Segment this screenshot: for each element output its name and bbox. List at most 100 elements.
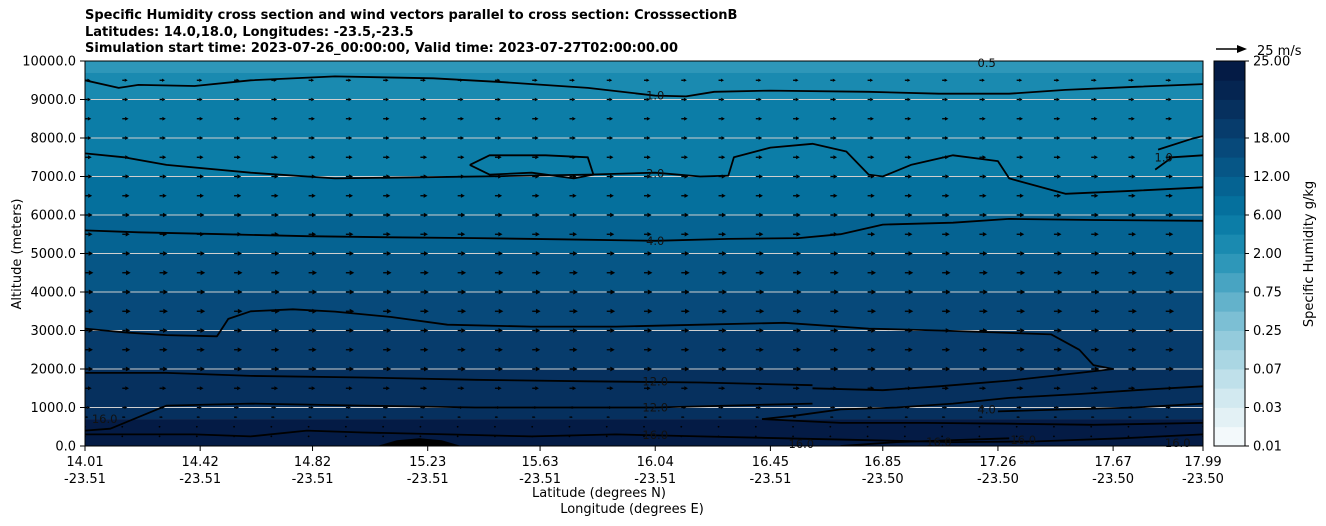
wind-vector-head	[535, 193, 540, 198]
wind-vector-head	[908, 289, 914, 295]
wind-vector	[942, 308, 951, 314]
wind-vector	[234, 193, 242, 198]
wind-vector	[345, 347, 354, 353]
wind-vector	[457, 155, 465, 160]
x-axis: 14.01 -23.51 14.42 -23.51 14.82 -23.51 15.23 -2…	[64, 446, 1224, 487]
wind-vector-head	[87, 78, 91, 82]
wind-vector-head	[645, 416, 648, 419]
wind-vector-head	[460, 97, 464, 102]
wind-vector	[569, 289, 578, 295]
wind-vector-head	[572, 155, 577, 160]
wind-vector	[494, 270, 504, 276]
wind-vector	[1091, 136, 1098, 140]
wind-vector	[271, 212, 279, 218]
wind-vector-head	[870, 155, 875, 160]
wind-vector	[755, 174, 763, 179]
wind-vector-head	[573, 347, 578, 353]
wind-vector-head	[125, 155, 129, 160]
wind-vector-head	[945, 270, 951, 276]
wind-vector	[271, 136, 278, 140]
wind-vector	[122, 231, 130, 237]
wind-vector-head	[647, 347, 652, 353]
wind-vector-head	[312, 308, 317, 314]
wind-vector-head	[1206, 98, 1209, 102]
wind-vector	[1016, 97, 1023, 102]
wind-vector-head	[1207, 347, 1211, 352]
wind-vector-head	[386, 155, 390, 160]
wind-vector	[718, 136, 725, 140]
wind-vector-head	[274, 386, 279, 391]
wind-vector	[122, 97, 129, 102]
x-tick-label-latitude: 17.26	[979, 455, 1016, 470]
wind-vector	[1127, 425, 1130, 428]
wind-vector	[1203, 174, 1210, 178]
wind-vector-head	[1094, 231, 1099, 237]
wind-vector-head	[945, 231, 950, 237]
wind-vector-head	[497, 136, 502, 140]
wind-vector-head	[1169, 308, 1175, 314]
wind-vector	[866, 425, 869, 428]
wind-vector-head	[983, 289, 988, 295]
colorbar-segment	[1214, 407, 1245, 428]
wind-vector	[644, 366, 652, 372]
colorbar-tick-label: 0.07	[1253, 363, 1282, 378]
wind-vector-head	[1132, 347, 1137, 353]
wind-vector-head	[834, 289, 839, 295]
wind-vector	[85, 347, 93, 353]
wind-vector-head	[535, 155, 539, 160]
wind-vector-head	[498, 347, 503, 353]
colorbar-segment	[1214, 253, 1245, 274]
wind-vector	[494, 212, 503, 218]
wind-vector	[830, 212, 838, 218]
wind-vector	[383, 97, 390, 102]
wind-vector	[606, 386, 614, 391]
x-tick-label-latitude: 14.82	[294, 455, 331, 470]
wind-vector	[755, 212, 764, 218]
wind-vector	[718, 97, 725, 102]
wind-vector	[308, 78, 315, 82]
wind-vector	[643, 425, 645, 428]
wind-vector-head	[721, 97, 725, 102]
wind-vector	[643, 435, 645, 438]
wind-vector-head	[684, 231, 689, 237]
wind-vector	[830, 386, 838, 391]
wind-vector	[644, 347, 652, 353]
wind-vector	[793, 289, 802, 295]
wind-vector-head	[1169, 347, 1174, 353]
wind-vector	[681, 366, 690, 372]
wind-vector	[942, 289, 951, 295]
wind-vector	[681, 416, 685, 419]
wind-vector	[122, 116, 129, 121]
wind-vector	[494, 328, 503, 333]
wind-vector	[1203, 194, 1210, 198]
wind-vector	[159, 405, 165, 410]
wind-vector	[979, 193, 987, 198]
wind-vector-head	[1092, 416, 1095, 419]
wind-vector	[942, 347, 951, 353]
wind-vector-head	[237, 174, 242, 179]
wind-vector	[568, 425, 571, 428]
wind-vector	[755, 251, 764, 256]
wind-vector-head	[385, 405, 389, 410]
wind-vector	[830, 366, 839, 372]
wind-vector-head	[1132, 251, 1137, 256]
wind-vector	[904, 386, 912, 391]
wind-vector	[793, 328, 802, 333]
wind-vector-head	[88, 366, 93, 372]
wind-vector-head	[647, 308, 653, 314]
wind-vector-head	[498, 251, 503, 256]
quiver-key-label: 25 m/s	[1257, 44, 1302, 59]
wind-vector	[718, 78, 724, 82]
wind-vector-head	[1169, 366, 1174, 372]
wind-vector	[494, 193, 503, 198]
wind-vector	[270, 435, 273, 438]
wind-vector-head	[609, 155, 614, 160]
wind-vector-head	[534, 405, 538, 410]
wind-vector-head	[386, 231, 391, 237]
wind-vector	[1091, 212, 1099, 218]
wind-vector	[904, 366, 913, 372]
wind-vector-head	[200, 212, 205, 218]
wind-vector-head	[311, 155, 316, 160]
wind-vector-head	[535, 386, 539, 391]
wind-vector-head	[1057, 328, 1062, 333]
